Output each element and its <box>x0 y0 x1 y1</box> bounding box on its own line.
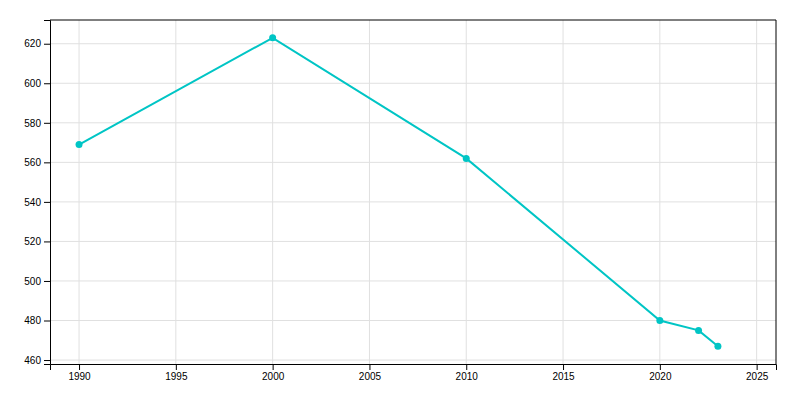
x-tick-mark <box>563 364 564 370</box>
x-tick-mark <box>273 364 274 370</box>
x-tick-label: 2020 <box>649 371 672 382</box>
point <box>656 317 663 324</box>
y-tick: 500 <box>24 276 50 287</box>
y-tick-mark <box>44 281 50 282</box>
x-axis-line <box>51 365 777 371</box>
x-tick-mark <box>79 364 80 370</box>
y-grid-line <box>50 201 776 202</box>
y-axis: 460 480 500 520 540 560 580 600 620 <box>24 21 50 366</box>
y-tick-mark <box>44 162 50 163</box>
point <box>463 155 470 162</box>
y-grid-line <box>50 241 776 242</box>
y-tick: 560 <box>24 157 50 168</box>
x-tick: 2005 <box>359 364 382 382</box>
x-grid-line <box>175 20 176 364</box>
y-grid-line <box>50 43 776 44</box>
y-tick-label: 460 <box>24 355 41 366</box>
y-tick-mark <box>44 44 50 45</box>
x-tick-label: 2025 <box>746 371 769 382</box>
x-tick-label: 2005 <box>359 371 382 382</box>
y-tick-mark <box>44 83 50 84</box>
x-grid-line <box>659 20 660 364</box>
chart: 1990 1995 2000 2005 2010 2015 2020 2025 460 480 50… <box>0 0 800 400</box>
x-tick: 1990 <box>68 364 91 382</box>
y-tick-mark <box>44 202 50 203</box>
grid <box>50 20 776 364</box>
point <box>76 141 83 148</box>
y-tick-mark <box>44 123 50 124</box>
plot: 1990 1995 2000 2005 2010 2015 2020 2025 460 480 50… <box>24 20 776 382</box>
y-tick-label: 520 <box>24 236 41 247</box>
y-tick: 460 <box>24 355 50 366</box>
x-tick-label: 2010 <box>456 371 479 382</box>
y-tick-label: 540 <box>24 197 41 208</box>
y-grid-line <box>50 320 776 321</box>
y-tick: 600 <box>24 78 50 89</box>
y-tick-label: 620 <box>24 38 41 49</box>
x-axis: 1990 1995 2000 2005 2010 2015 2020 2025 <box>51 364 777 382</box>
x-tick-label: 1990 <box>68 371 91 382</box>
point <box>695 327 702 334</box>
point <box>269 34 276 41</box>
x-grid-line <box>563 20 564 364</box>
x-tick-mark <box>466 364 467 370</box>
y-grid-line <box>50 122 776 123</box>
y-tick-label: 480 <box>24 315 41 326</box>
x-tick-mark <box>660 364 661 370</box>
x-grid-line <box>79 20 80 364</box>
x-tick: 2010 <box>456 364 479 382</box>
x-tick-label: 1995 <box>165 371 188 382</box>
x-grid-line <box>272 20 273 364</box>
y-tick-mark <box>44 241 50 242</box>
y-tick-mark <box>44 360 50 361</box>
x-tick: 2025 <box>746 364 769 382</box>
series <box>76 34 722 349</box>
y-grid-line <box>50 280 776 281</box>
frame-top <box>50 20 776 21</box>
y-tick-mark <box>44 321 50 322</box>
y-grid-line <box>50 83 776 84</box>
x-grid-line <box>466 20 467 364</box>
y-tick-label: 500 <box>24 276 41 287</box>
y-tick: 620 <box>24 38 50 49</box>
x-tick-mark <box>176 364 177 370</box>
x-tick-label: 2015 <box>552 371 575 382</box>
x-tick: 2015 <box>552 364 575 382</box>
y-tick: 520 <box>24 236 50 247</box>
x-tick-label: 2000 <box>262 371 285 382</box>
y-grid-line <box>50 162 776 163</box>
y-tick-label: 560 <box>24 157 41 168</box>
x-tick-mark <box>369 364 370 370</box>
x-tick: 2000 <box>262 364 285 382</box>
x-grid-line <box>369 20 370 364</box>
y-axis-line <box>44 21 51 365</box>
frame-right <box>776 20 777 364</box>
x-tick: 1995 <box>165 364 188 382</box>
y-tick-label: 600 <box>24 78 41 89</box>
y-tick-label: 580 <box>24 118 41 129</box>
line <box>79 38 718 346</box>
x-tick-mark <box>757 364 758 370</box>
x-grid-line <box>756 20 757 364</box>
point <box>714 343 721 350</box>
y-tick: 540 <box>24 197 50 208</box>
y-grid-line <box>50 360 776 361</box>
x-tick: 2020 <box>649 364 672 382</box>
y-tick: 480 <box>24 315 50 326</box>
y-tick: 580 <box>24 118 50 129</box>
